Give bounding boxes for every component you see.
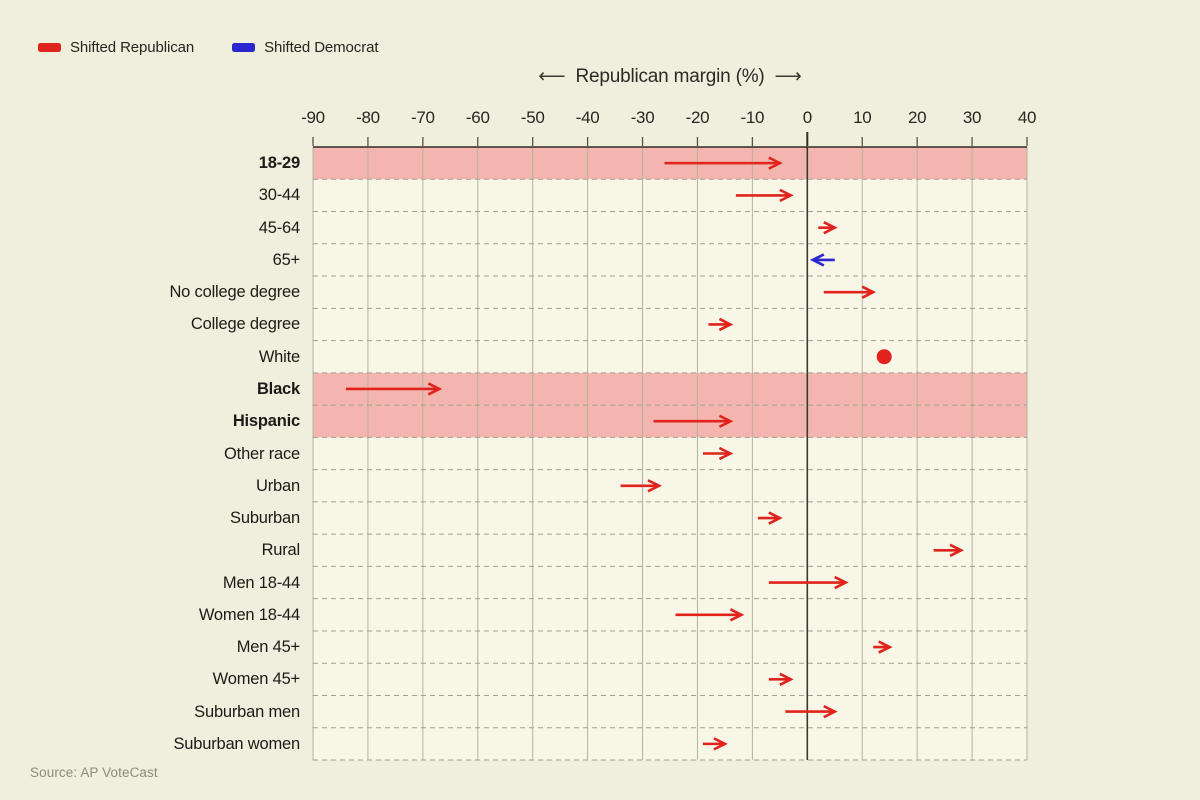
shift-arrow-head (823, 704, 838, 719)
x-axis-title: ⟵ Republican margin (%) ⟶ (313, 65, 1027, 88)
x-tick-label: -30 (630, 108, 655, 127)
row-label: 65+ (272, 250, 301, 269)
no-shift-dot (876, 349, 892, 365)
shift-arrow-head (861, 285, 877, 299)
row-label: Suburban women (173, 734, 300, 753)
republican-swatch-icon (38, 43, 61, 52)
row-label: Rural (261, 541, 301, 560)
democrat-swatch-icon (232, 43, 256, 52)
row-label: Suburban (230, 509, 300, 528)
legend-label: Shifted Republican (70, 39, 195, 56)
x-tick-label: 40 (1017, 108, 1037, 127)
row-label: Women 45+ (212, 670, 301, 689)
shift-arrow-head (713, 737, 728, 751)
x-tick-label: -10 (740, 108, 765, 127)
row-label: 18-29 (258, 154, 300, 173)
right-arrow-icon: ⟶ (774, 66, 802, 87)
x-tick-label: 30 (962, 108, 982, 127)
row-label: Men 45+ (236, 638, 300, 657)
x-tick-label: 10 (853, 108, 872, 127)
shift-arrow-head (768, 156, 783, 170)
x-tick-label: -20 (685, 108, 710, 127)
row-label: Black (256, 379, 300, 398)
row-label: College degree (190, 315, 300, 334)
shift-arrow-head (729, 608, 745, 622)
shift-arrow-head (823, 220, 838, 235)
row-label: 45-64 (258, 218, 300, 237)
x-tick-label: -80 (356, 108, 380, 127)
shift-arrow-head (878, 640, 893, 654)
legend-item-shifted-republican: Shifted Republican (38, 39, 194, 56)
x-tick-label: -90 (301, 108, 325, 127)
legend-label: Shifted Democrat (264, 39, 379, 56)
shift-arrow-head (834, 575, 849, 590)
row-label: Suburban men (194, 702, 300, 721)
x-tick-label: -60 (465, 108, 490, 127)
shift-arrow-head (718, 414, 734, 428)
x-axis-title-text: Republican margin (%) (575, 66, 765, 87)
left-arrow-icon: ⟵ (538, 66, 566, 87)
shift-arrow-head (779, 672, 794, 687)
source-credit: Source: AP VoteCast (30, 765, 158, 780)
row-label: No college degree (169, 283, 300, 302)
row-label: Men 18-44 (222, 573, 300, 592)
row-label: Other race (224, 444, 300, 463)
x-tick-label: -40 (575, 108, 600, 127)
row-label: 30-44 (258, 186, 300, 205)
x-tick-label: -70 (411, 108, 435, 127)
shift-arrow-head (647, 479, 662, 493)
shift-arrow-head (427, 382, 443, 396)
x-tick-label: -50 (520, 108, 545, 127)
plot-background (313, 147, 1027, 760)
legend-item-shifted-democrat: Shifted Democrat (232, 39, 379, 56)
row-label: Women 18-44 (198, 605, 300, 624)
legend: Shifted Republican Shifted Democrat (38, 39, 379, 56)
x-tick-label: 20 (907, 108, 927, 127)
row-label: Hispanic (232, 412, 300, 431)
shift-arrow-head (779, 188, 794, 203)
x-tick-label: 0 (802, 108, 812, 127)
shift-arrow-head (718, 446, 734, 461)
row-label: White (258, 347, 300, 366)
shift-arrow-head (718, 317, 734, 332)
shift-arrow-head (768, 511, 783, 525)
shift-arrow-head (949, 543, 964, 557)
row-label: Urban (256, 476, 300, 495)
shift-arrow-head (809, 253, 825, 267)
